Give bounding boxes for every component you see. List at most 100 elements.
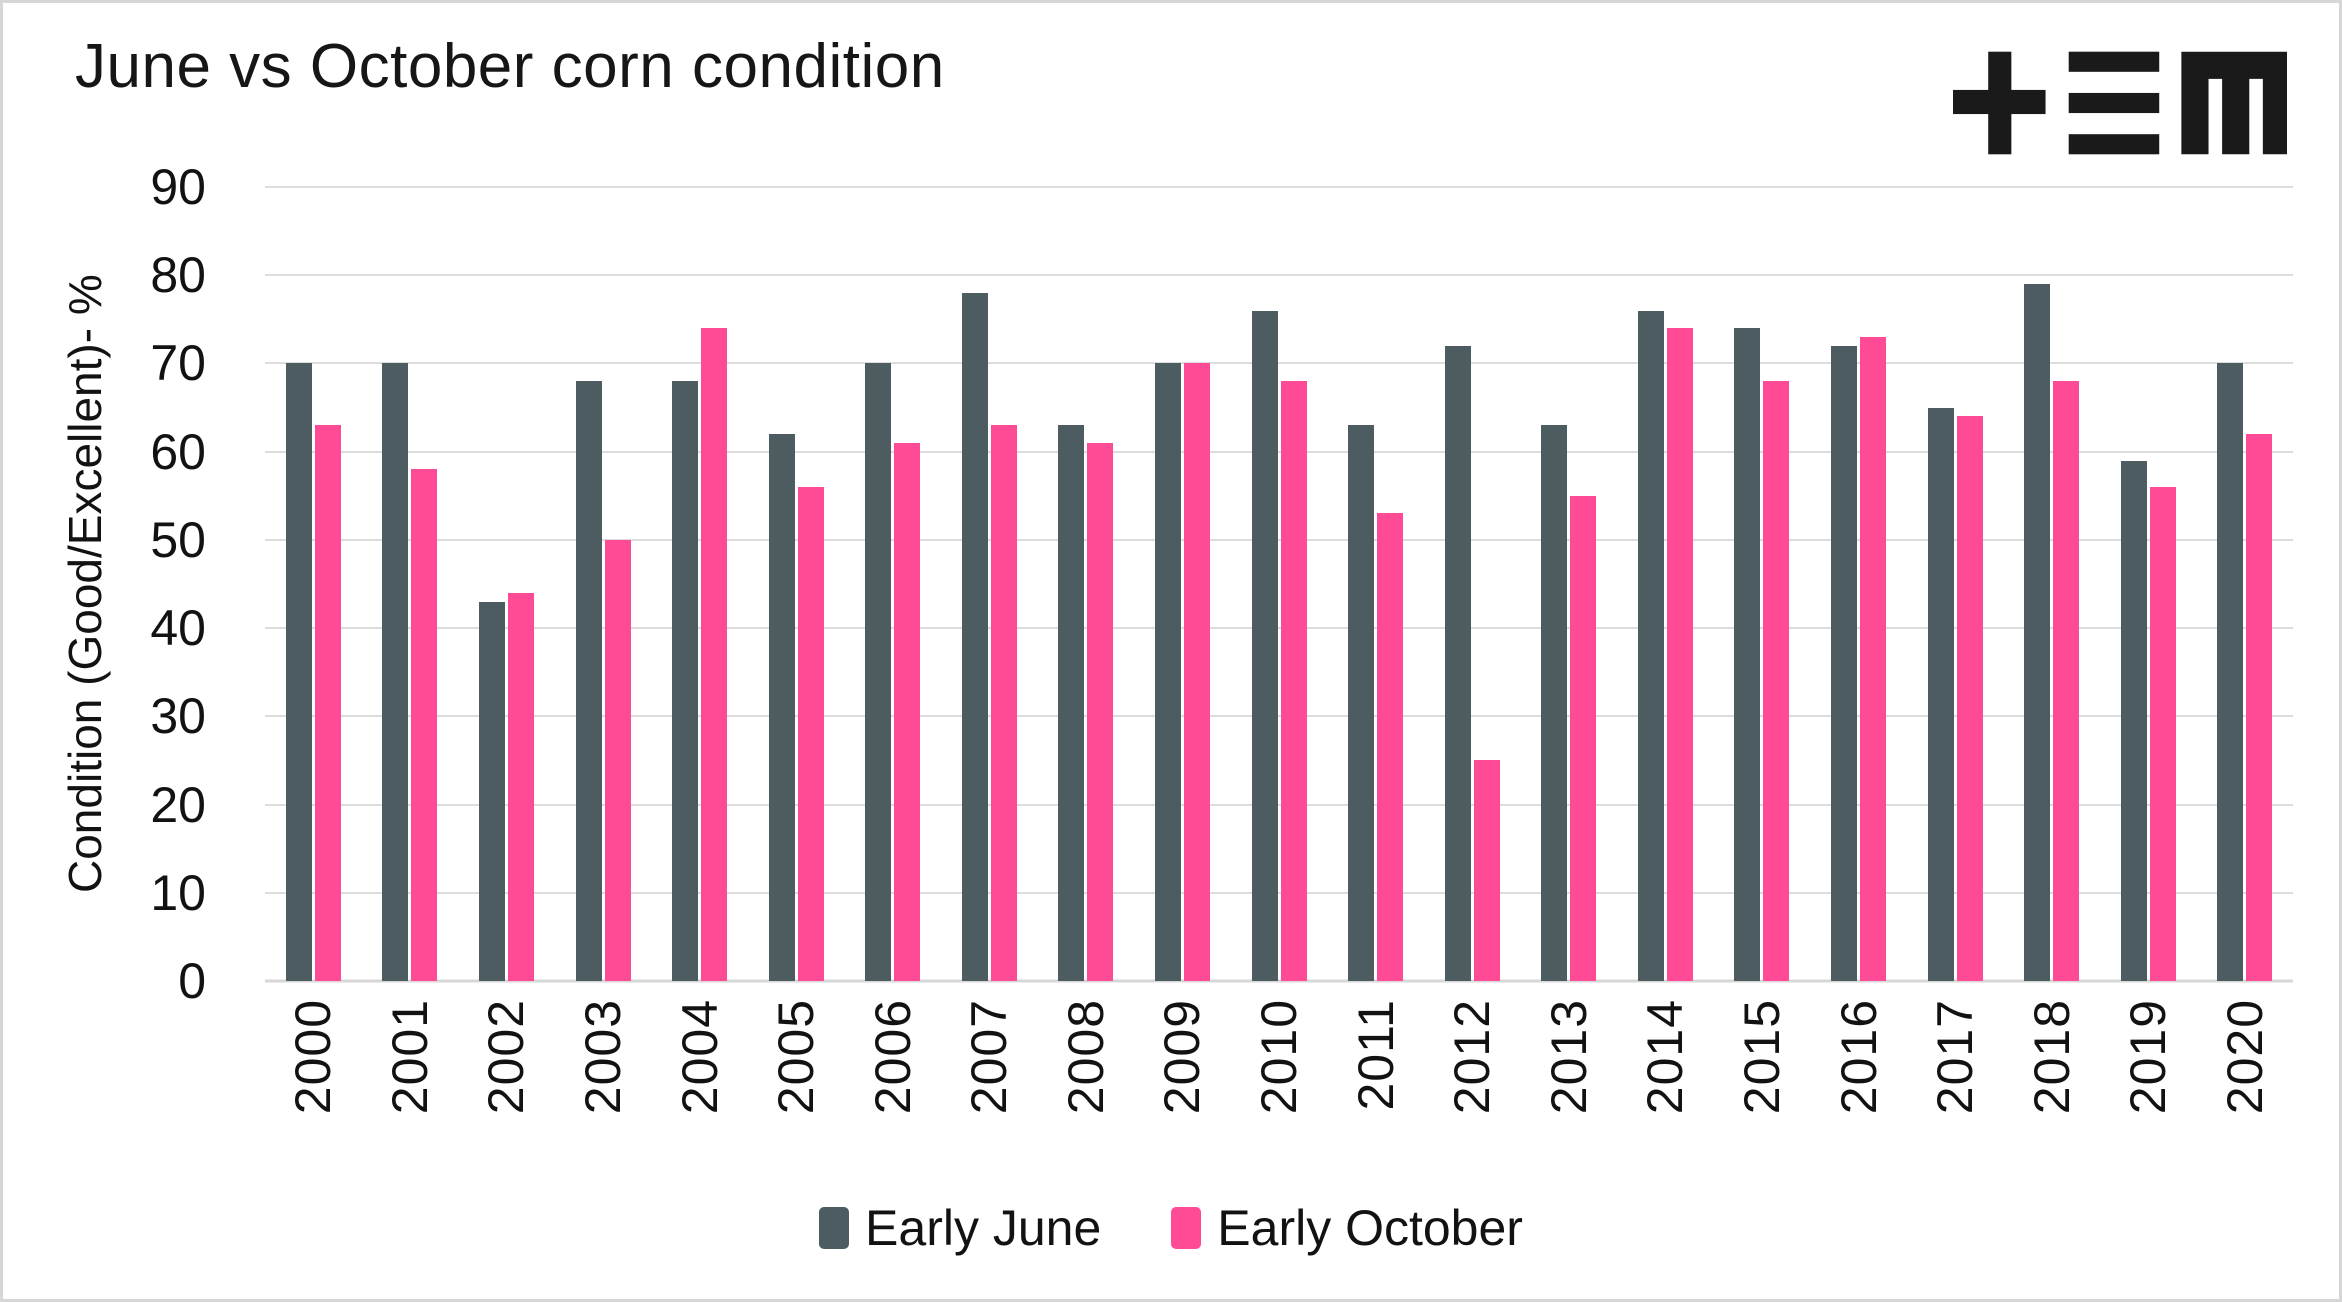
bar-early-june-2018	[2024, 284, 2051, 981]
bar-early-october-2009	[1183, 363, 1210, 981]
legend: Early June Early October	[3, 1199, 2339, 1257]
bar-early-june-2014	[1637, 310, 1664, 981]
x-tick-slot: 2012	[1424, 999, 1521, 1167]
bar-early-june-2017	[1927, 407, 1954, 981]
x-tick-slot: 2006	[844, 999, 941, 1167]
bar-group-2011	[1327, 187, 1424, 981]
bar-group-2005	[748, 187, 845, 981]
x-tick-label: 2017	[1927, 999, 1984, 1115]
x-tick-label: 2008	[1057, 999, 1114, 1115]
y-tick-label: 10	[150, 864, 206, 921]
bar-group-2016	[1810, 187, 1907, 981]
x-tick-label: 2007	[961, 999, 1018, 1115]
bar-early-june-2002	[478, 601, 505, 981]
bar-early-october-2015	[1763, 381, 1790, 981]
y-tick-label: 70	[150, 335, 206, 392]
bar-early-october-2010	[1280, 381, 1307, 981]
x-axis-tick-labels: 2000 2001 2002 2003 2004 2005 2006 2007 2008 2009…	[265, 999, 2293, 1167]
x-tick-slot: 2020	[2197, 999, 2294, 1167]
x-tick-label: 2000	[285, 999, 342, 1115]
bar-group-2010	[1231, 187, 1328, 981]
bar-early-june-2003	[575, 381, 602, 981]
y-tick-label: 90	[150, 159, 206, 215]
x-tick-slot: 2010	[1231, 999, 1328, 1167]
x-tick-slot: 2001	[362, 999, 459, 1167]
bar-early-october-2012	[1473, 760, 1500, 981]
tem-logo-icon	[1953, 51, 2287, 155]
bar-early-october-2019	[2149, 486, 2176, 981]
x-tick-label: 2001	[381, 999, 438, 1115]
legend-item-early-october: Early October	[1171, 1199, 1523, 1257]
x-tick-label: 2019	[2120, 999, 2177, 1115]
y-tick-label: 0	[178, 953, 206, 1009]
x-tick-slot: 2008	[1038, 999, 1135, 1167]
bar-early-october-2014	[1666, 328, 1693, 981]
x-tick-label: 2010	[1251, 999, 1308, 1115]
bar-groups	[265, 187, 2293, 981]
x-tick-slot: 2009	[1134, 999, 1231, 1167]
bar-early-october-2013	[1570, 495, 1597, 981]
x-tick-slot: 2014	[1617, 999, 1714, 1167]
bar-early-june-2007	[961, 292, 988, 981]
y-tick-label: 50	[150, 511, 206, 568]
x-tick-slot: 2003	[555, 999, 652, 1167]
x-tick-label: 2014	[1637, 999, 1694, 1115]
bar-early-october-2005	[797, 486, 824, 981]
x-tick-slot: 2013	[1521, 999, 1618, 1167]
bar-group-2017	[1907, 187, 2004, 981]
bar-group-2007	[941, 187, 1038, 981]
y-tick-label: 30	[150, 688, 206, 745]
gridline	[265, 274, 2293, 277]
bar-early-october-2020	[2246, 434, 2273, 981]
bar-early-october-2007	[990, 425, 1017, 981]
x-axis-baseline	[265, 979, 2293, 983]
legend-item-early-june: Early June	[819, 1199, 1101, 1257]
bar-early-october-2006	[894, 442, 921, 981]
bar-early-june-2010	[1251, 310, 1278, 981]
x-tick-slot: 2016	[1810, 999, 1907, 1167]
bar-early-june-2005	[768, 434, 795, 981]
bar-early-june-2009	[1154, 363, 1181, 981]
bar-group-2020	[2197, 187, 2294, 981]
gridline	[265, 186, 2293, 188]
bar-early-june-2000	[285, 363, 312, 981]
bar-early-october-2018	[2053, 381, 2080, 981]
bar-group-2015	[1714, 187, 1811, 981]
x-tick-slot: 2017	[1907, 999, 2004, 1167]
legend-swatch-icon	[1171, 1207, 1202, 1249]
bar-group-2014	[1617, 187, 1714, 981]
gridline	[265, 450, 2293, 453]
gridline	[265, 627, 2293, 630]
x-tick-slot: 2018	[2003, 999, 2100, 1167]
chart-title: June vs October corn condition	[75, 32, 945, 101]
x-tick-label: 2015	[1733, 999, 1790, 1115]
x-tick-slot: 2004	[651, 999, 748, 1167]
bar-early-june-2004	[672, 381, 699, 981]
bar-early-october-2008	[1087, 442, 1114, 981]
bar-early-june-2012	[1444, 345, 1471, 981]
gridline	[265, 715, 2293, 718]
x-tick-label: 2005	[768, 999, 825, 1115]
x-tick-label: 2020	[2216, 999, 2273, 1115]
gridline	[265, 362, 2293, 365]
bar-group-2009	[1134, 187, 1231, 981]
x-tick-label: 2006	[864, 999, 921, 1115]
x-tick-slot: 2007	[941, 999, 1038, 1167]
x-tick-label: 2009	[1154, 999, 1211, 1115]
bar-early-october-2016	[1860, 336, 1887, 981]
gridline	[265, 538, 2293, 541]
gridline	[265, 803, 2293, 806]
bar-early-june-2013	[1541, 425, 1568, 981]
bar-early-june-2015	[1734, 328, 1761, 981]
x-tick-label: 2012	[1444, 999, 1501, 1115]
legend-label: Early June	[865, 1200, 1102, 1256]
bar-early-june-2019	[2120, 460, 2147, 981]
bar-group-2001	[362, 187, 459, 981]
bar-group-2003	[555, 187, 652, 981]
bar-early-october-2000	[314, 425, 341, 981]
bar-group-2008	[1038, 187, 1135, 981]
x-tick-slot: 2002	[458, 999, 555, 1167]
x-tick-label: 2018	[2023, 999, 2080, 1115]
bar-early-june-2011	[1348, 425, 1375, 981]
y-tick-label: 40	[150, 600, 206, 657]
